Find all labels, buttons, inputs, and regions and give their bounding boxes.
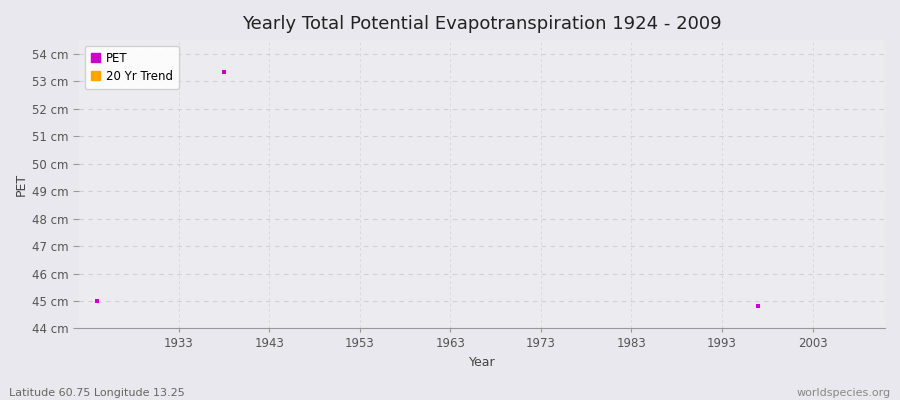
Title: Yearly Total Potential Evapotranspiration 1924 - 2009: Yearly Total Potential Evapotranspiratio… [242,15,722,33]
Text: worldspecies.org: worldspecies.org [796,388,891,398]
Point [217,68,231,75]
Point [90,298,104,304]
Text: Latitude 60.75 Longitude 13.25: Latitude 60.75 Longitude 13.25 [9,388,184,398]
X-axis label: Year: Year [469,356,495,369]
Point [751,303,765,310]
Y-axis label: PET: PET [15,173,28,196]
Legend: PET, 20 Yr Trend: PET, 20 Yr Trend [86,46,179,88]
